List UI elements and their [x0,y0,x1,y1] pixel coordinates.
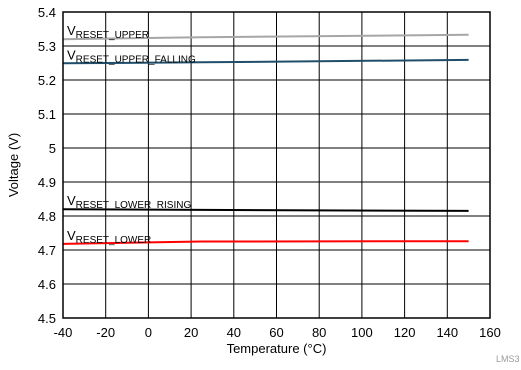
series-label-subscript: RESET_UPPER_FALLING [76,54,196,65]
series-label-reset-lower-rising: VRESET_LOWER_RISING [67,193,191,211]
series-label-main: V [67,47,76,62]
x-tick-label: 80 [312,325,326,340]
series-label-main: V [67,193,76,208]
x-tick-label: 140 [436,325,458,340]
x-tick-label: 60 [269,325,283,340]
series-label-subscript: RESET_UPPER [76,30,149,41]
y-tick-label: 5.3 [38,39,56,54]
series-label-reset-lower: VRESET_LOWER [67,228,151,246]
plot-frame [62,11,491,319]
y-tick-label: 5.4 [38,5,56,20]
y-tick-label: 4.6 [38,277,56,292]
x-tick-labels: -40 -20 0 20 40 60 80 100 120 140 160 [54,325,501,340]
x-tick-label: 160 [479,325,501,340]
series-lines [62,33,469,245]
x-tick-label: -40 [54,325,73,340]
y-tick-label: 4.8 [38,209,56,224]
series-line-reset-upper-falling [62,58,469,65]
series-label-reset-upper-falling: VRESET_UPPER_FALLING [67,47,196,65]
x-axis-title: Temperature (°C) [227,341,327,356]
x-tick-label: 40 [227,325,241,340]
series-label-subscript: RESET_LOWER_RISING [76,200,192,211]
y-axis-title: Voltage (V) [6,133,21,197]
y-tick-label: 4.9 [38,175,56,190]
series-label-subscript: RESET_LOWER [76,235,152,246]
series-line-reset-lower-rising [62,208,469,212]
y-tick-label: 5.1 [38,107,56,122]
x-tick-label: -20 [96,325,115,340]
y-tick-label: 4.7 [38,243,56,258]
x-tick-label: 120 [394,325,416,340]
series-line-reset-upper [62,33,469,41]
series-labels: VRESET_UPPERVRESET_UPPER_FALLINGVRESET_L… [67,23,196,246]
y-tick-label: 4.5 [38,311,56,326]
figure-id-watermark: LMS3 [496,354,520,364]
x-tick-label: 100 [351,325,373,340]
x-tick-label: 20 [184,325,198,340]
y-tick-labels: 4.5 4.6 4.7 4.8 4.9 5 5.1 5.2 5.3 5.4 [38,5,56,326]
x-tick-label: 0 [145,325,152,340]
y-tick-label: 5 [49,141,56,156]
series-label-reset-upper: VRESET_UPPER [67,23,149,41]
series-label-main: V [67,23,76,38]
y-tick-label: 5.2 [38,73,56,88]
series-label-main: V [67,228,76,243]
series-line-reset-lower [62,240,469,245]
